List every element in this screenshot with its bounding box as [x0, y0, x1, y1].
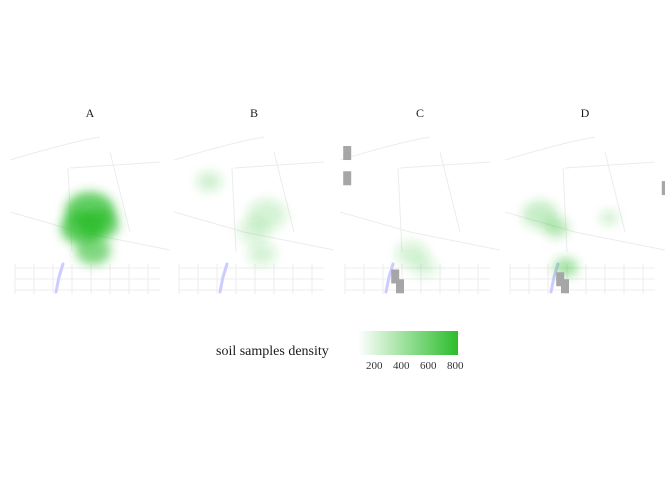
legend-tick: 400 [392, 360, 410, 372]
river-line [54, 262, 65, 294]
legend-title: soil samples density [216, 344, 329, 359]
density-blob [80, 209, 119, 240]
river-line [384, 262, 395, 294]
road-line [69, 161, 161, 169]
legend-tick: 200 [365, 360, 383, 372]
facet-map [505, 136, 665, 294]
road-line [273, 151, 295, 233]
road-line [397, 167, 403, 253]
road-line [109, 151, 131, 233]
facet-map [10, 136, 170, 294]
facet-label-d: D [580, 106, 590, 120]
density-blob [543, 217, 569, 238]
road-line [340, 136, 431, 161]
road-line [564, 161, 656, 169]
density-blob [196, 171, 222, 192]
road-line [10, 136, 101, 161]
facet-map [174, 136, 334, 294]
road-line [340, 211, 500, 251]
road-line [562, 167, 568, 253]
nodata-patch [396, 279, 404, 294]
nodata-patch [391, 269, 400, 284]
road-line [174, 136, 265, 161]
river-line [218, 262, 229, 294]
density-blob [553, 257, 579, 278]
road-line [233, 161, 325, 169]
road-line [439, 151, 461, 233]
density-blob [600, 210, 618, 225]
nodata-patch [661, 181, 665, 196]
road-line [505, 136, 596, 161]
road-line [604, 151, 626, 233]
nodata-patch [556, 272, 565, 287]
nodata-patch [343, 146, 352, 161]
density-blob [412, 257, 438, 278]
density-blob [238, 218, 270, 244]
road-line [399, 161, 491, 169]
facet-map [340, 136, 500, 294]
facet-label-b: B [249, 106, 258, 120]
density-blob [247, 243, 277, 266]
legend-tick: 600 [420, 360, 437, 372]
nodata-patch [561, 279, 569, 294]
facet-label-c: C [415, 106, 424, 120]
density-blob [75, 236, 111, 265]
legend-tick: 800 [447, 360, 464, 372]
nodata-patch [343, 171, 352, 186]
legend-colorbar [358, 331, 458, 355]
facet-label-a: A [85, 106, 95, 120]
road-line [231, 167, 237, 253]
